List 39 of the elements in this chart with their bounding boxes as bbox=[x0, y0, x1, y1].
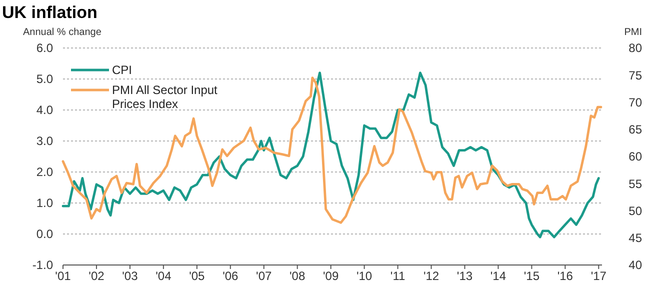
y-tick-label: 5.0 bbox=[36, 72, 54, 86]
y2-tick-label: 55 bbox=[628, 176, 642, 191]
x-tick-label: '16 bbox=[557, 269, 574, 283]
y-axis-title: Annual % change bbox=[23, 27, 102, 38]
x-tick-label: '15 bbox=[524, 269, 540, 283]
y2-tick-label: 45 bbox=[628, 231, 642, 246]
legend-label: PMI All Sector Input Prices Index bbox=[112, 83, 218, 111]
y2-tick-label: 40 bbox=[628, 258, 642, 272]
y2-tick-label: 65 bbox=[628, 122, 642, 137]
y2-tick-label: 80 bbox=[628, 41, 642, 56]
x-tick-label: '07 bbox=[256, 269, 272, 283]
x-tick-label: '04 bbox=[156, 269, 172, 283]
y2-axis-title: PMI bbox=[624, 27, 642, 38]
x-tick-label: '08 bbox=[290, 269, 306, 283]
x-tick-label: '06 bbox=[222, 269, 239, 283]
x-tick-label: '11 bbox=[390, 269, 406, 283]
x-tick-label: '12 bbox=[423, 269, 440, 283]
y-tick-label: -1.0 bbox=[32, 258, 54, 272]
y2-tick-label: 60 bbox=[628, 150, 642, 164]
x-tick-label: '05 bbox=[189, 269, 206, 283]
y-tick-label: 2.0 bbox=[36, 165, 54, 180]
x-tick-label: '13 bbox=[456, 269, 473, 283]
legend-label: CPI bbox=[112, 63, 132, 78]
y-tick-label: 3.0 bbox=[36, 134, 54, 148]
x-tick-label: '14 bbox=[490, 269, 506, 283]
y2-tick-label: 75 bbox=[628, 68, 642, 82]
y2-tick-label: 70 bbox=[628, 95, 642, 110]
x-tick-label: '03 bbox=[122, 269, 138, 283]
x-tick-label: '10 bbox=[356, 269, 372, 283]
y-tick-label: 6.0 bbox=[36, 41, 54, 56]
y-tick-label: 4.0 bbox=[36, 103, 54, 118]
x-tick-label: '09 bbox=[323, 269, 339, 283]
x-tick-label: '02 bbox=[88, 269, 105, 283]
chart-title: UK inflation bbox=[2, 3, 98, 22]
x-tick-label: '17 bbox=[590, 269, 607, 283]
y2-tick-label: 50 bbox=[628, 204, 642, 218]
y-tick-label: 0.0 bbox=[36, 227, 54, 242]
x-tick-label: '01 bbox=[55, 269, 72, 283]
y-tick-label: 1.0 bbox=[36, 196, 54, 210]
